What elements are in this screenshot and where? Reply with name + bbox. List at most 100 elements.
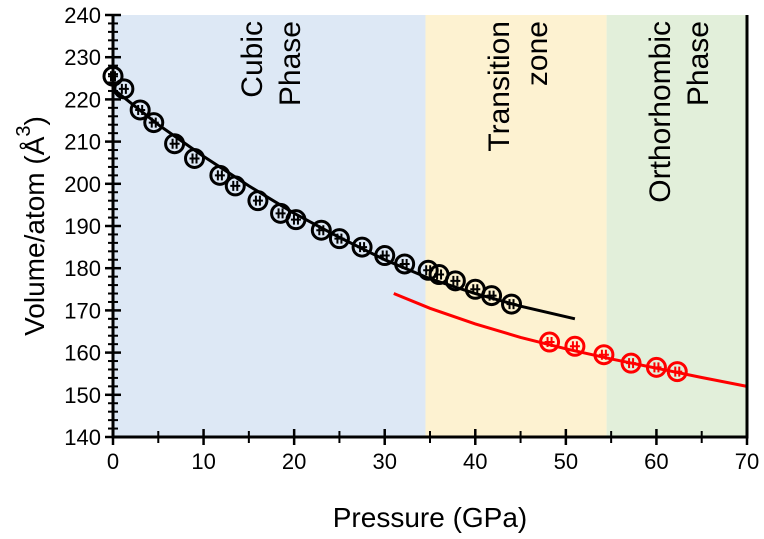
y-axis-label-group: Volume/atom (Å3): [13, 116, 50, 336]
error-bar: [544, 337, 555, 348]
point-circle: [184, 147, 206, 169]
point-circle: [501, 293, 523, 315]
x-tick-label: 60: [644, 449, 668, 474]
data-point: [444, 270, 466, 292]
error-bar: [334, 233, 345, 244]
y-tick-label: 170: [64, 298, 101, 323]
region-label: Phase: [682, 21, 715, 106]
point-circle: [645, 356, 667, 378]
region-label: Phase: [274, 21, 307, 106]
error-bar: [569, 341, 580, 352]
y-tick-label: 190: [64, 214, 101, 239]
data-point: [310, 219, 332, 241]
point-circle: [143, 112, 165, 134]
y-tick-label: 240: [64, 3, 101, 28]
error-bar: [399, 258, 410, 269]
error-bar: [598, 349, 609, 360]
data-point: [224, 175, 246, 197]
data-point: [285, 209, 307, 231]
region-label: Cubic: [236, 21, 269, 98]
data-point: [328, 228, 350, 250]
point-circle: [209, 164, 231, 186]
y-axis-label: Volume/atom (Å3): [13, 116, 50, 336]
error-bar: [379, 250, 390, 261]
error-bar: [357, 242, 368, 253]
x-tick-label: 10: [191, 449, 215, 474]
y-tick-label: 140: [64, 425, 101, 450]
point-circle: [310, 219, 332, 241]
error-bar: [651, 362, 662, 373]
x-tick-label: 70: [735, 449, 759, 474]
data-point: [539, 331, 561, 353]
error-bar: [189, 153, 200, 164]
data-point: [374, 245, 396, 267]
data-point: [501, 293, 523, 315]
error-bar: [626, 358, 637, 369]
error-bar: [434, 269, 445, 280]
data-point: [394, 253, 416, 275]
x-tick-label: 20: [282, 449, 306, 474]
data-point: [129, 99, 151, 121]
error-bar: [450, 275, 461, 286]
y-tick-label: 180: [64, 256, 101, 281]
error-bar: [214, 170, 225, 181]
point-circle: [481, 285, 503, 307]
point-circle: [564, 335, 586, 357]
data-point: [620, 352, 642, 374]
point-circle: [247, 190, 269, 212]
data-point: [564, 335, 586, 357]
error-bar: [486, 290, 497, 301]
point-circle: [444, 270, 466, 292]
x-tick-label: 40: [463, 449, 487, 474]
point-circle: [620, 352, 642, 374]
data-points: [102, 65, 688, 383]
error-bar: [672, 366, 683, 377]
point-circle: [113, 78, 135, 100]
error-bar: [230, 180, 241, 191]
y-tick-label: 230: [64, 45, 101, 70]
point-circle: [224, 175, 246, 197]
data-point: [113, 78, 135, 100]
error-bar: [118, 83, 129, 94]
phase-regions: [113, 15, 747, 437]
y-tick-label: 150: [64, 383, 101, 408]
point-circle: [666, 361, 688, 383]
region-1: [425, 15, 607, 437]
data-point: [143, 112, 165, 134]
point-circle: [129, 99, 151, 121]
y-tick-label: 220: [64, 87, 101, 112]
point-circle: [164, 133, 186, 155]
point-circle: [351, 236, 373, 258]
error-bar: [252, 195, 263, 206]
region-label: Orthorhombic: [644, 21, 677, 203]
data-point: [164, 133, 186, 155]
data-point: [247, 190, 269, 212]
x-axis-label: Pressure (GPa): [333, 502, 528, 533]
axes: 140 150 160 170 180 190 200 210 220 230 240 0 10 20 30…: [64, 3, 759, 474]
x-tick-label: 0: [107, 449, 119, 474]
error-bar: [316, 225, 327, 236]
data-point: [481, 285, 503, 307]
point-circle: [593, 344, 615, 366]
error-bar: [148, 117, 159, 128]
y-tick-label: 200: [64, 172, 101, 197]
data-point: [593, 344, 615, 366]
point-circle: [539, 331, 561, 353]
error-bar: [275, 208, 286, 219]
data-point: [645, 356, 667, 378]
point-circle: [394, 253, 416, 275]
y-tick-label: 160: [64, 341, 101, 366]
error-bar: [135, 104, 146, 115]
data-point: [666, 361, 688, 383]
data-point: [184, 147, 206, 169]
x-tick-label: 30: [372, 449, 396, 474]
error-bar: [169, 138, 180, 149]
data-point: [351, 236, 373, 258]
error-bar: [506, 299, 517, 310]
error-bar: [470, 284, 481, 295]
error-bar: [290, 214, 301, 225]
y-tick-label: 210: [64, 130, 101, 155]
region-0: [113, 15, 426, 437]
point-circle: [374, 245, 396, 267]
